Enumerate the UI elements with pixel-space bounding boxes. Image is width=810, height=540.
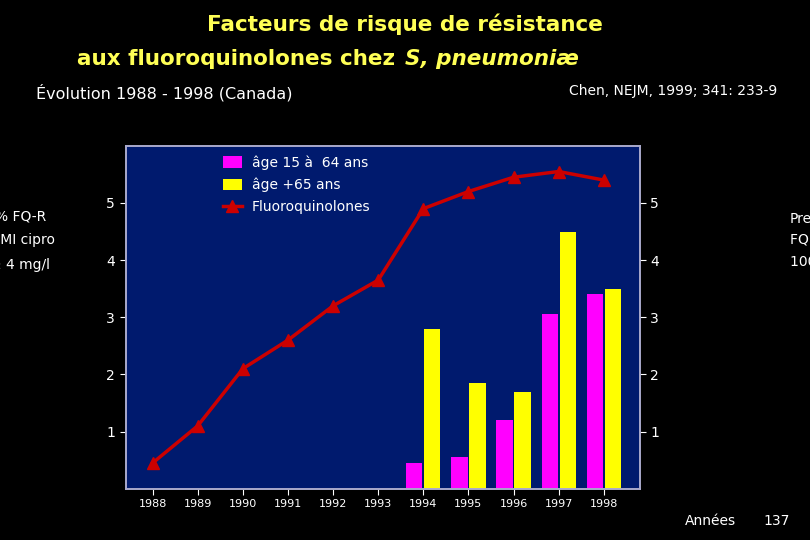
Text: ≥ 4 mg/l: ≥ 4 mg/l	[0, 258, 50, 272]
Text: Prescriptions: Prescriptions	[790, 212, 810, 226]
Text: % FQ-R: % FQ-R	[0, 209, 46, 223]
Text: Facteurs de risque de résistance: Facteurs de risque de résistance	[207, 14, 603, 35]
Bar	[497, 420, 513, 489]
Bar	[424, 329, 441, 489]
Bar	[586, 294, 603, 489]
Text: S, pneumoniæ: S, pneumoniæ	[405, 49, 579, 69]
Text: (CMI cipro: (CMI cipro	[0, 233, 55, 247]
Bar	[469, 383, 485, 489]
Text: 100 habitants: 100 habitants	[790, 255, 810, 269]
Legend: âge 15 à  64 ans, âge +65 ans, Fluoroquinolones: âge 15 à 64 ans, âge +65 ans, Fluoroquin…	[220, 153, 373, 217]
Bar	[605, 289, 621, 489]
Text: Chen, NEJM, 1999; 341: 233-9: Chen, NEJM, 1999; 341: 233-9	[569, 84, 778, 98]
Text: 137: 137	[763, 514, 790, 528]
Text: FQ pour: FQ pour	[790, 233, 810, 247]
Bar	[542, 314, 558, 489]
Bar	[560, 232, 576, 489]
Text: Évolution 1988 - 1998 (Canada): Évolution 1988 - 1998 (Canada)	[36, 84, 293, 101]
Text: Années: Années	[684, 514, 735, 528]
Bar	[406, 463, 423, 489]
Bar	[451, 457, 467, 489]
Text: aux fluoroquinolones chez: aux fluoroquinolones chez	[77, 49, 403, 69]
Bar	[514, 392, 531, 489]
